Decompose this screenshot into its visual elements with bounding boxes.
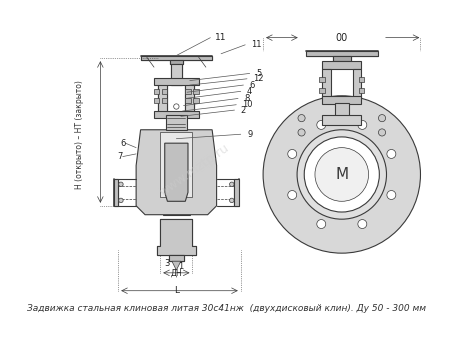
Circle shape — [263, 96, 420, 253]
Circle shape — [378, 129, 386, 136]
Bar — [335, 103, 349, 116]
Polygon shape — [114, 179, 118, 206]
Polygon shape — [185, 81, 194, 112]
Text: 11: 11 — [251, 40, 262, 49]
Text: L: L — [174, 286, 179, 295]
Circle shape — [230, 198, 234, 203]
Bar — [322, 61, 361, 69]
Circle shape — [315, 148, 369, 201]
Circle shape — [119, 198, 123, 203]
Text: Н (открыто) – НТ (закрыто): Н (открыто) – НТ (закрыто) — [75, 80, 84, 189]
Circle shape — [378, 115, 386, 122]
Bar — [352, 69, 361, 97]
Circle shape — [298, 115, 305, 122]
Bar — [185, 89, 191, 94]
Bar — [185, 98, 191, 103]
Polygon shape — [157, 219, 196, 255]
Bar — [319, 77, 325, 82]
Text: 6: 6 — [250, 81, 255, 89]
Polygon shape — [169, 255, 183, 261]
Polygon shape — [235, 179, 239, 206]
Circle shape — [288, 190, 297, 200]
Polygon shape — [160, 132, 193, 197]
Circle shape — [317, 220, 326, 228]
Polygon shape — [136, 130, 217, 215]
Text: 5: 5 — [256, 69, 261, 78]
Text: 6: 6 — [120, 139, 125, 148]
Bar — [322, 115, 361, 125]
Circle shape — [358, 120, 367, 130]
Bar — [319, 88, 325, 93]
Bar — [154, 98, 159, 103]
Text: www.mztp.ru: www.mztp.ru — [157, 141, 231, 199]
Polygon shape — [140, 55, 212, 60]
Bar — [162, 89, 168, 94]
Circle shape — [317, 120, 326, 130]
Polygon shape — [306, 51, 377, 55]
Circle shape — [119, 182, 123, 187]
Text: 3: 3 — [165, 259, 170, 268]
Bar — [322, 69, 331, 97]
Circle shape — [387, 150, 396, 158]
Text: 12: 12 — [253, 74, 264, 83]
Polygon shape — [170, 60, 183, 65]
Bar — [193, 98, 199, 103]
Circle shape — [304, 137, 379, 212]
Text: М: М — [335, 167, 348, 182]
Text: 8: 8 — [244, 94, 250, 103]
Text: Задвижка стальная клиновая литая 30с41нж  (двухдисковый клин). Ду 50 - 300 мм: Задвижка стальная клиновая литая 30с41нж… — [27, 304, 426, 313]
Text: 2: 2 — [241, 106, 246, 115]
Bar — [166, 116, 187, 130]
Circle shape — [173, 104, 179, 109]
Text: 9: 9 — [247, 130, 252, 139]
Polygon shape — [165, 143, 188, 201]
Bar — [322, 96, 361, 104]
Bar — [359, 88, 364, 93]
Circle shape — [297, 130, 386, 219]
Bar — [154, 78, 199, 85]
Text: 7: 7 — [117, 152, 123, 161]
Bar — [154, 111, 199, 118]
Circle shape — [298, 129, 305, 136]
Polygon shape — [159, 81, 168, 112]
Circle shape — [387, 190, 396, 200]
Bar — [359, 77, 364, 82]
Bar — [154, 89, 159, 94]
Text: 1: 1 — [178, 262, 183, 271]
Circle shape — [288, 150, 297, 158]
Text: 11: 11 — [215, 33, 227, 42]
Bar — [193, 89, 199, 94]
Text: 10: 10 — [242, 100, 253, 109]
Circle shape — [230, 182, 234, 187]
Circle shape — [358, 220, 367, 228]
Polygon shape — [172, 261, 181, 270]
Text: ДН: ДН — [170, 268, 182, 277]
Text: 00: 00 — [336, 33, 348, 42]
Bar — [162, 98, 168, 103]
Polygon shape — [171, 65, 182, 85]
Text: 4: 4 — [247, 87, 252, 96]
Polygon shape — [333, 55, 351, 61]
